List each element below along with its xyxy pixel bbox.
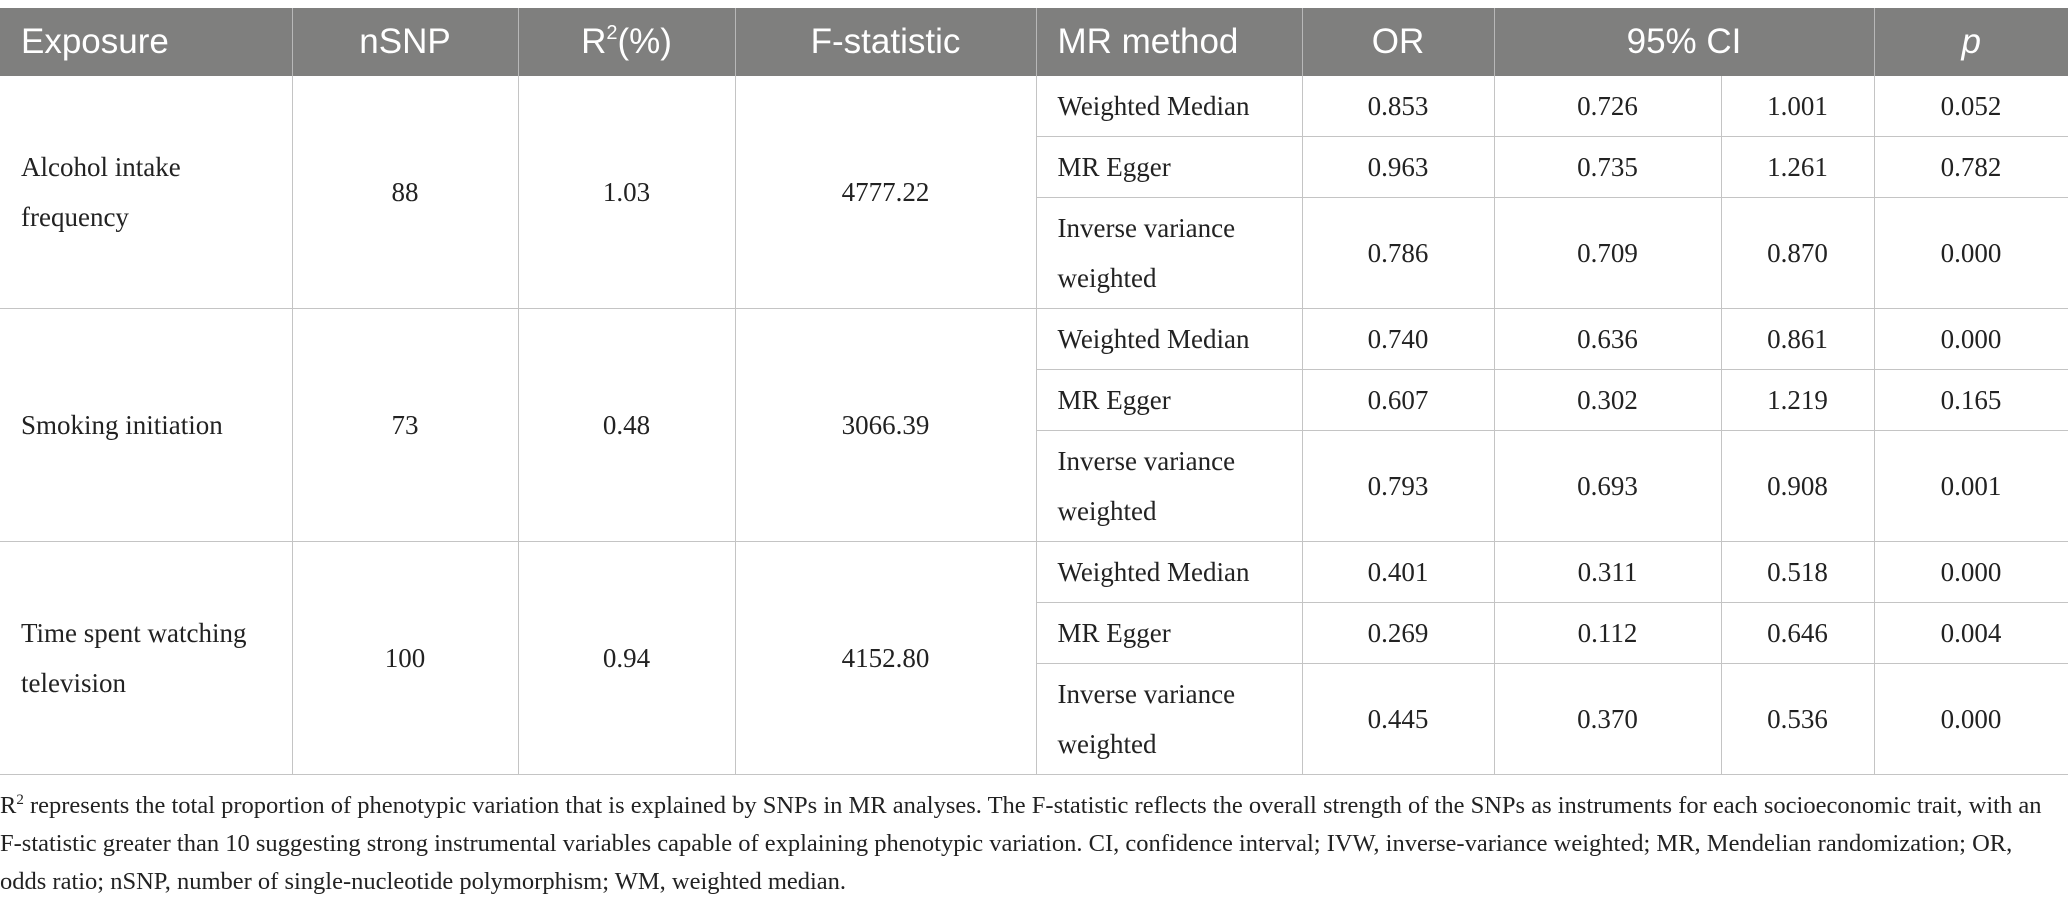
or-cell: 0.853 bbox=[1301, 76, 1495, 137]
ci-high-cell: 0.861 bbox=[1720, 308, 1875, 370]
p-cell: 0.000 bbox=[1873, 308, 2068, 370]
table-footnote: R2 represents the total proportion of ph… bbox=[0, 787, 2060, 901]
ci-high-cell: 0.908 bbox=[1720, 430, 1875, 542]
p-cell: 0.000 bbox=[1873, 197, 2068, 309]
exposure-cell: Smoking initiation bbox=[0, 308, 293, 542]
header-mr-method: MR method bbox=[1035, 8, 1302, 76]
table-row: Smoking initiation 73 0.48 3066.39 Weigh… bbox=[0, 308, 2068, 542]
nsnp-cell: 73 bbox=[291, 308, 519, 542]
ci-low-cell: 0.726 bbox=[1493, 76, 1722, 137]
p-cell: 0.052 bbox=[1873, 76, 2068, 137]
f-statistic-cell: 3066.39 bbox=[734, 308, 1037, 542]
ci-low-cell: 0.709 bbox=[1493, 197, 1722, 309]
ci-low-cell: 0.112 bbox=[1493, 602, 1722, 664]
exposure-cell: Time spent watching television bbox=[0, 541, 293, 775]
header-row: Exposure nSNP R2(%) F-statistic MR metho… bbox=[0, 8, 2068, 76]
p-cell: 0.000 bbox=[1873, 663, 2068, 775]
or-cell: 0.786 bbox=[1301, 197, 1495, 309]
method-cell: MR Egger bbox=[1036, 369, 1303, 431]
table-row: Alcohol intake frequency 88 1.03 4777.22… bbox=[0, 76, 2068, 309]
f-statistic-cell: 4777.22 bbox=[734, 76, 1037, 309]
or-cell: 0.445 bbox=[1301, 663, 1495, 775]
ci-high-cell: 0.646 bbox=[1720, 602, 1875, 664]
ci-high-cell: 0.870 bbox=[1720, 197, 1875, 309]
header-r2: R2(%) bbox=[517, 8, 735, 76]
p-cell: 0.165 bbox=[1873, 369, 2068, 431]
header-p: p bbox=[1873, 8, 2068, 76]
ci-low-cell: 0.735 bbox=[1493, 136, 1722, 198]
header-r2-superscript: 2 bbox=[606, 22, 618, 44]
or-cell: 0.963 bbox=[1301, 136, 1495, 198]
table-row: Inverse variance weighted 0.445 0.370 0.… bbox=[0, 663, 2068, 775]
ci-low-cell: 0.693 bbox=[1493, 430, 1722, 542]
header-r2-suffix: (%) bbox=[617, 22, 672, 61]
header-f-statistic: F-statistic bbox=[734, 8, 1036, 76]
ci-high-cell: 0.536 bbox=[1720, 663, 1875, 775]
or-cell: 0.401 bbox=[1301, 541, 1495, 603]
ci-low-cell: 0.302 bbox=[1493, 369, 1722, 431]
r2-cell: 0.94 bbox=[517, 541, 736, 775]
or-cell: 0.793 bbox=[1301, 430, 1495, 542]
table-row: Time spent watching television 100 0.94 … bbox=[0, 541, 2068, 775]
ci-low-cell: 0.370 bbox=[1493, 663, 1722, 775]
method-cell: Weighted Median bbox=[1035, 308, 1303, 370]
method-cell: Inverse variance weighted bbox=[1036, 430, 1303, 542]
footnote-r-base: R bbox=[0, 792, 17, 819]
exposure-cell: Alcohol intake frequency bbox=[0, 76, 293, 309]
table-row: Inverse variance weighted 0.793 0.693 0.… bbox=[0, 430, 2068, 542]
or-cell: 0.740 bbox=[1301, 308, 1495, 370]
table-row: MR Egger 0.963 0.735 1.261 0.782 bbox=[0, 136, 2068, 198]
r2-cell: 1.03 bbox=[517, 76, 736, 309]
method-cell: MR Egger bbox=[1036, 602, 1303, 664]
ci-high-cell: 1.261 bbox=[1720, 136, 1875, 198]
p-cell: 0.000 bbox=[1873, 541, 2068, 603]
nsnp-cell: 100 bbox=[291, 541, 519, 775]
method-cell: Inverse variance weighted bbox=[1036, 663, 1303, 775]
method-cell: Weighted Median bbox=[1035, 76, 1303, 137]
header-exposure: Exposure bbox=[0, 8, 292, 76]
method-cell: MR Egger bbox=[1036, 136, 1303, 198]
p-cell: 0.004 bbox=[1873, 602, 2068, 664]
or-cell: 0.269 bbox=[1301, 602, 1495, 664]
p-cell: 0.782 bbox=[1873, 136, 2068, 198]
footnote-r-superscript: 2 bbox=[16, 792, 24, 808]
ci-high-cell: 1.219 bbox=[1720, 369, 1875, 431]
or-cell: 0.607 bbox=[1301, 369, 1495, 431]
table-header: Exposure nSNP R2(%) F-statistic MR metho… bbox=[0, 8, 2068, 76]
f-statistic-cell: 4152.80 bbox=[734, 541, 1037, 775]
header-r2-base: R bbox=[581, 22, 607, 61]
results-table: Exposure nSNP R2(%) F-statistic MR metho… bbox=[0, 8, 2068, 775]
ci-low-cell: 0.311 bbox=[1493, 541, 1722, 603]
table-row: Inverse variance weighted 0.786 0.709 0.… bbox=[0, 197, 2068, 309]
header-or: OR bbox=[1301, 8, 1494, 76]
ci-high-cell: 1.001 bbox=[1720, 76, 1875, 137]
r2-cell: 0.48 bbox=[517, 308, 736, 542]
header-95-ci: 95% CI bbox=[1493, 8, 1874, 76]
method-cell: Inverse variance weighted bbox=[1036, 197, 1303, 309]
footnote-text: represents the total proportion of pheno… bbox=[0, 792, 2042, 895]
ci-high-cell: 0.518 bbox=[1720, 541, 1875, 603]
table-body: Alcohol intake frequency 88 1.03 4777.22… bbox=[0, 76, 2068, 775]
p-cell: 0.001 bbox=[1873, 430, 2068, 542]
header-nsnp: nSNP bbox=[291, 8, 518, 76]
ci-low-cell: 0.636 bbox=[1493, 308, 1722, 370]
method-cell: Weighted Median bbox=[1035, 541, 1303, 603]
nsnp-cell: 88 bbox=[291, 76, 519, 309]
table-row: MR Egger 0.269 0.112 0.646 0.004 bbox=[0, 602, 2068, 664]
